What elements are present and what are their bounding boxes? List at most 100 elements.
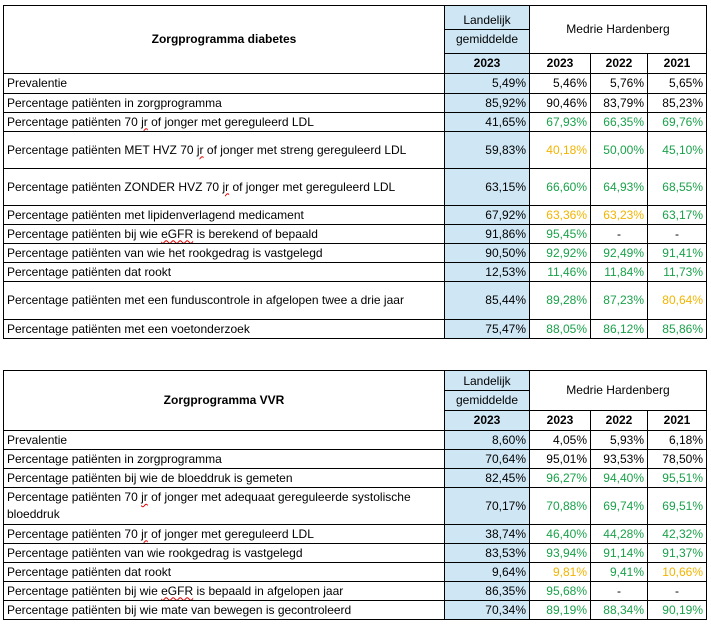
national-average-header: Landelijk gemiddelde [444, 370, 530, 411]
national-value: 8,60% [444, 430, 530, 450]
row-label: Percentage patiënten bij wie de bloeddru… [3, 468, 445, 488]
national-average-header: Landelijk gemiddelde [444, 5, 530, 54]
value-2021: 68,55% [647, 168, 707, 206]
value-2021: 69,76% [647, 112, 707, 132]
national-header-line1: Landelijk [445, 372, 529, 391]
national-value: 41,65% [444, 112, 530, 132]
value-2023: 11,46% [529, 262, 591, 282]
value-2021: 85,23% [647, 93, 707, 113]
value-2022: 69,74% [590, 487, 648, 525]
value-2023: 67,93% [529, 112, 591, 132]
value-2022: 93,53% [590, 449, 648, 469]
national-value: 9,64% [444, 562, 530, 582]
value-2023: 88,05% [529, 319, 591, 339]
value-2022: 5,76% [590, 73, 648, 94]
value-2021: 91,37% [647, 543, 707, 563]
row-label: Percentage patiënten 70 jr of jonger met… [3, 112, 445, 132]
row-label: Prevalentie [3, 430, 445, 450]
value-2021: 6,18% [647, 430, 707, 450]
organization-header: Medrie Hardenberg [529, 5, 707, 54]
national-value: 5,49% [444, 73, 530, 94]
value-2021: 11,73% [647, 262, 707, 282]
table-row: Percentage patiënten MET HVZ 70 jr of jo… [3, 131, 707, 169]
table-row: Percentage patiënten dat rookt 9,64% 9,81%… [3, 562, 707, 582]
org-year-2022: 2022 [590, 410, 648, 431]
row-label: Percentage patiënten van wie rookgedrag … [3, 543, 445, 563]
national-value: 67,92% [444, 205, 530, 225]
value-2023: 92,92% [529, 243, 591, 263]
table-row: Percentage patiënten bij wie eGFR is ber… [3, 224, 707, 244]
value-2021: 63,17% [647, 205, 707, 225]
value-2022: 66,35% [590, 112, 648, 132]
table-row: Percentage patiënten 70 jr of jonger met… [3, 112, 707, 132]
table-row: Percentage patiënten 70 jr of jonger met… [3, 487, 707, 525]
table-row: Percentage patiënten ZONDER HVZ 70 jr of… [3, 168, 707, 206]
org-year-2023: 2023 [529, 53, 591, 74]
table-row: Percentage patiënten bij wie mate van be… [3, 600, 707, 620]
value-2022: 83,79% [590, 93, 648, 113]
table-body: Zorgprogramma diabetes Landelijk gemiddeld… [3, 5, 707, 339]
table-row: Prevalentie 8,60% 4,05% 5,93% 6,18% [3, 430, 707, 450]
value-2021: 80,64% [647, 281, 707, 320]
value-2021: 90,19% [647, 600, 707, 620]
national-value: 85,44% [444, 281, 530, 320]
value-2022: 87,23% [590, 281, 648, 320]
national-value: 86,35% [444, 581, 530, 601]
value-2022: 94,40% [590, 468, 648, 488]
table-row: Percentage patiënten met een voetonderzo… [3, 319, 707, 339]
value-2022: 50,00% [590, 131, 648, 169]
value-2023: 46,40% [529, 524, 591, 544]
national-year: 2023 [444, 410, 530, 431]
table-title: Zorgprogramma diabetes [3, 5, 445, 74]
table-row: Percentage patiënten dat rookt 12,53% 11,4… [3, 262, 707, 282]
row-label: Percentage patiënten dat rookt [3, 262, 445, 282]
national-value: 83,53% [444, 543, 530, 563]
value-2021: 69,51% [647, 487, 707, 525]
national-header-line2: gemiddelde [455, 32, 519, 46]
org-year-2022: 2022 [590, 53, 648, 74]
value-2022: - [590, 581, 648, 601]
row-label: Percentage patiënten met een funduscontr… [3, 281, 445, 320]
table-row: Percentage patiënten van wie rookgedrag … [3, 543, 707, 563]
row-label: Percentage patiënten met lipidenverlagen… [3, 205, 445, 225]
org-year-2021: 2021 [647, 53, 707, 74]
header-row: Zorgprogramma diabetes Landelijk gemiddeld… [3, 5, 707, 74]
table-row: Percentage patiënten bij wie eGFR is bep… [3, 581, 707, 601]
national-year: 2023 [444, 53, 530, 74]
row-label: Percentage patiënten bij wie eGFR is bep… [3, 581, 445, 601]
national-value: 70,34% [444, 600, 530, 620]
value-2023: 96,27% [529, 468, 591, 488]
national-value: 75,47% [444, 319, 530, 339]
value-2021: - [647, 224, 707, 244]
row-label: Percentage patiënten met een voetonderzo… [3, 319, 445, 339]
table-row: Percentage patiënten van wie het rookged… [3, 243, 707, 263]
header-row: Zorgprogramma VVR Landelijk gemiddelde Medr… [3, 370, 707, 431]
table-row: Percentage patiënten met een funduscontr… [3, 281, 707, 320]
value-2021: 5,65% [647, 73, 707, 94]
value-2023: 66,60% [529, 168, 591, 206]
value-2023: 40,18% [529, 131, 591, 169]
row-label: Percentage patiënten 70 jr of jonger met… [3, 487, 445, 525]
row-label: Percentage patiënten in zorgprogramma [3, 93, 445, 113]
value-2021: 85,86% [647, 319, 707, 339]
row-label: Percentage patiënten ZONDER HVZ 70 jr of… [3, 168, 445, 206]
row-label: Percentage patiënten MET HVZ 70 jr of jo… [3, 131, 445, 169]
row-label: Percentage patiënten in zorgprogramma [3, 449, 445, 469]
year-row: 2023 2023 2022 2021 [4, 53, 707, 74]
national-header-line2: gemiddelde [455, 393, 519, 407]
value-2023: 9,81% [529, 562, 591, 582]
national-value: 38,74% [444, 524, 530, 544]
value-2022: 88,34% [590, 600, 648, 620]
value-2022: 11,84% [590, 262, 648, 282]
table-body: Zorgprogramma VVR Landelijk gemiddelde Medr… [3, 370, 707, 620]
vvr-table: Zorgprogramma VVR Landelijk gemiddelde Medr… [3, 370, 707, 620]
value-2021: - [647, 581, 707, 601]
value-2022: 91,14% [590, 543, 648, 563]
national-header-line1: Landelijk [445, 11, 529, 30]
table-row: Percentage patiënten met lipidenverlagen… [3, 205, 707, 225]
value-2022: 64,93% [590, 168, 648, 206]
value-2023: 93,94% [529, 543, 591, 563]
value-2023: 95,01% [529, 449, 591, 469]
row-label: Prevalentie [3, 73, 445, 94]
table-row: Percentage patiënten in zorgprogramma 85,… [3, 93, 707, 113]
